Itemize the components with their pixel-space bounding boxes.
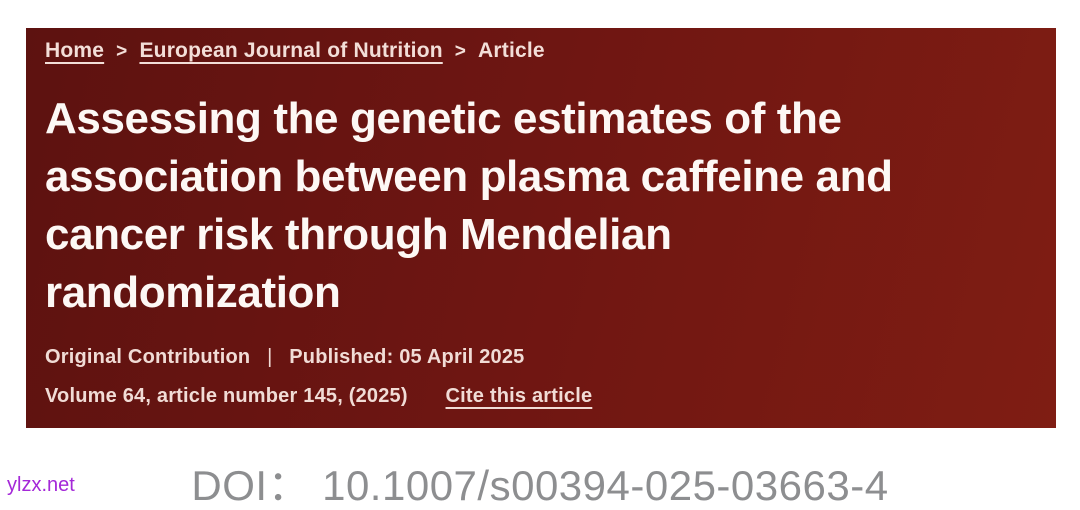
volume-info: Volume 64, article number 145, (2025) [45,385,408,407]
article-meta-row: Original Contribution | Published: 05 Ap… [45,346,1042,369]
breadcrumb-separator-icon: > [116,41,128,62]
article-title-line-4: randomization [45,268,341,317]
article-title: Assessing the genetic estimates of the a… [45,90,1042,322]
cite-this-article-link[interactable]: Cite this article [445,385,593,407]
breadcrumb-current-article: Article [478,39,545,62]
breadcrumb-home-link[interactable]: Home [45,39,105,62]
doi-value: 10.1007/s00394-025-03663-4 [322,462,889,509]
meta-divider: | [267,346,273,368]
doi-line: DOI： 10.1007/s00394-025-03663-4 [0,452,1080,510]
article-header-banner: Home > European Journal of Nutrition > A… [26,28,1056,428]
volume-citation-row: Volume 64, article number 145, (2025) Ci… [45,385,1042,408]
article-title-line-2: association between plasma caffeine and [45,152,893,201]
breadcrumb-separator-icon: > [454,41,467,62]
watermark-ylzx: ylzx.net [7,474,75,496]
article-title-line-1: Assessing the genetic estimates of the [45,94,842,143]
article-type-label: Original Contribution [45,346,251,368]
article-title-line-3: cancer risk through Mendelian [45,210,672,259]
breadcrumb: Home > European Journal of Nutrition > A… [45,39,1042,63]
doi-label: DOI： [191,462,311,509]
breadcrumb-journal-link[interactable]: European Journal of Nutrition [139,39,443,62]
published-date: Published: 05 April 2025 [289,346,525,368]
